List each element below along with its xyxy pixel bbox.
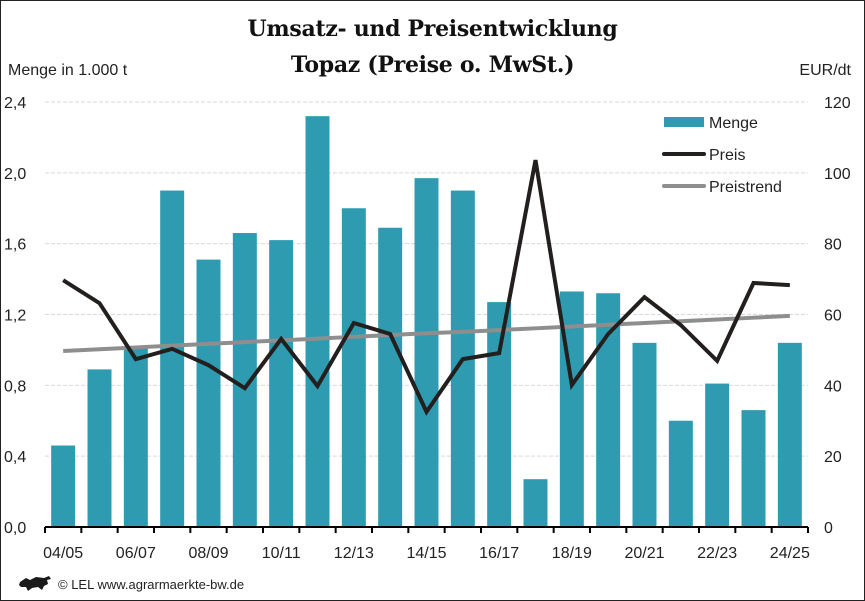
lion-logo-icon <box>18 574 52 595</box>
y-tick-label-left: 2,0 <box>4 166 26 183</box>
bar-menge <box>160 190 185 527</box>
bars-menge <box>51 116 802 528</box>
x-tick-label: 24/25 <box>770 545 810 562</box>
y-tick-label-right: 120 <box>824 95 851 112</box>
x-tick-label: 12/13 <box>334 545 374 562</box>
y-tick-label-left: 0,8 <box>4 378 26 395</box>
y-tick-label-right: 20 <box>824 449 842 466</box>
y-tick-label-left: 0,4 <box>4 449 26 466</box>
legend-swatch-menge <box>664 117 704 127</box>
x-tick-label: 06/07 <box>116 545 156 562</box>
bar-menge <box>705 383 730 527</box>
bar-menge <box>51 445 76 527</box>
legend-label-menge: Menge <box>709 115 758 132</box>
x-tick-label: 18/19 <box>552 545 592 562</box>
bar-menge <box>487 302 512 527</box>
x-tick-label: 22/23 <box>697 545 737 562</box>
y-tick-label-right: 40 <box>824 378 842 395</box>
y-tick-label-right: 0 <box>824 520 833 537</box>
legend-label-preistrend: Preistrend <box>709 179 782 196</box>
y-tick-label-left: 1,6 <box>4 237 26 254</box>
y-tick-label-left: 1,2 <box>4 308 26 325</box>
footer: © LEL www.agrarmaerkte-bw.de <box>18 574 244 595</box>
x-tick-label: 14/15 <box>406 545 446 562</box>
bar-menge <box>232 233 257 527</box>
bar-menge <box>668 420 693 527</box>
line-preis <box>62 159 790 416</box>
y-tick-label-right: 100 <box>824 166 851 183</box>
lines <box>62 159 790 416</box>
bar-menge <box>777 342 802 527</box>
copyright-text: © LEL www.agrarmaerkte-bw.de <box>58 577 245 592</box>
x-tick-label: 08/09 <box>188 545 228 562</box>
y-tick-label-right: 80 <box>824 237 842 254</box>
bar-menge <box>378 227 403 527</box>
chart-title: Umsatz- und Preisentwicklung <box>247 16 618 42</box>
x-tick-label: 10/11 <box>262 545 301 562</box>
legend: Menge Preis Preistrend <box>662 115 782 196</box>
bar-menge <box>523 479 548 527</box>
line-preistrend <box>63 313 790 353</box>
x-tick-label: 04/05 <box>43 545 83 562</box>
left-axis-unit: Menge in 1.000 t <box>8 62 128 79</box>
y-tick-label-left: 2,4 <box>4 95 26 112</box>
bar-menge <box>414 178 439 528</box>
bar-menge <box>269 240 294 527</box>
x-tick-label: 20/21 <box>624 545 664 562</box>
bar-menge <box>196 259 221 527</box>
bar-menge <box>87 369 112 527</box>
bar-menge <box>741 410 766 527</box>
right-axis-unit: EUR/dt <box>799 62 851 79</box>
bar-menge <box>305 116 330 528</box>
x-tick-label: 16/17 <box>479 545 519 562</box>
y-tick-label-left: 0,0 <box>4 520 26 537</box>
chart-subtitle: Topaz (Preise o. MwSt.) <box>290 52 575 78</box>
bar-menge <box>596 293 621 527</box>
y-tick-label-right: 60 <box>824 308 842 325</box>
bar-menge <box>123 348 148 527</box>
bar-menge <box>341 208 366 527</box>
axes: 0,0 0,4 0,8 1,2 1,6 2,0 2,4 0 20 40 60 80 100 120 04/0… <box>4 95 851 562</box>
bar-menge <box>632 342 657 527</box>
legend-label-preis: Preis <box>709 147 745 164</box>
